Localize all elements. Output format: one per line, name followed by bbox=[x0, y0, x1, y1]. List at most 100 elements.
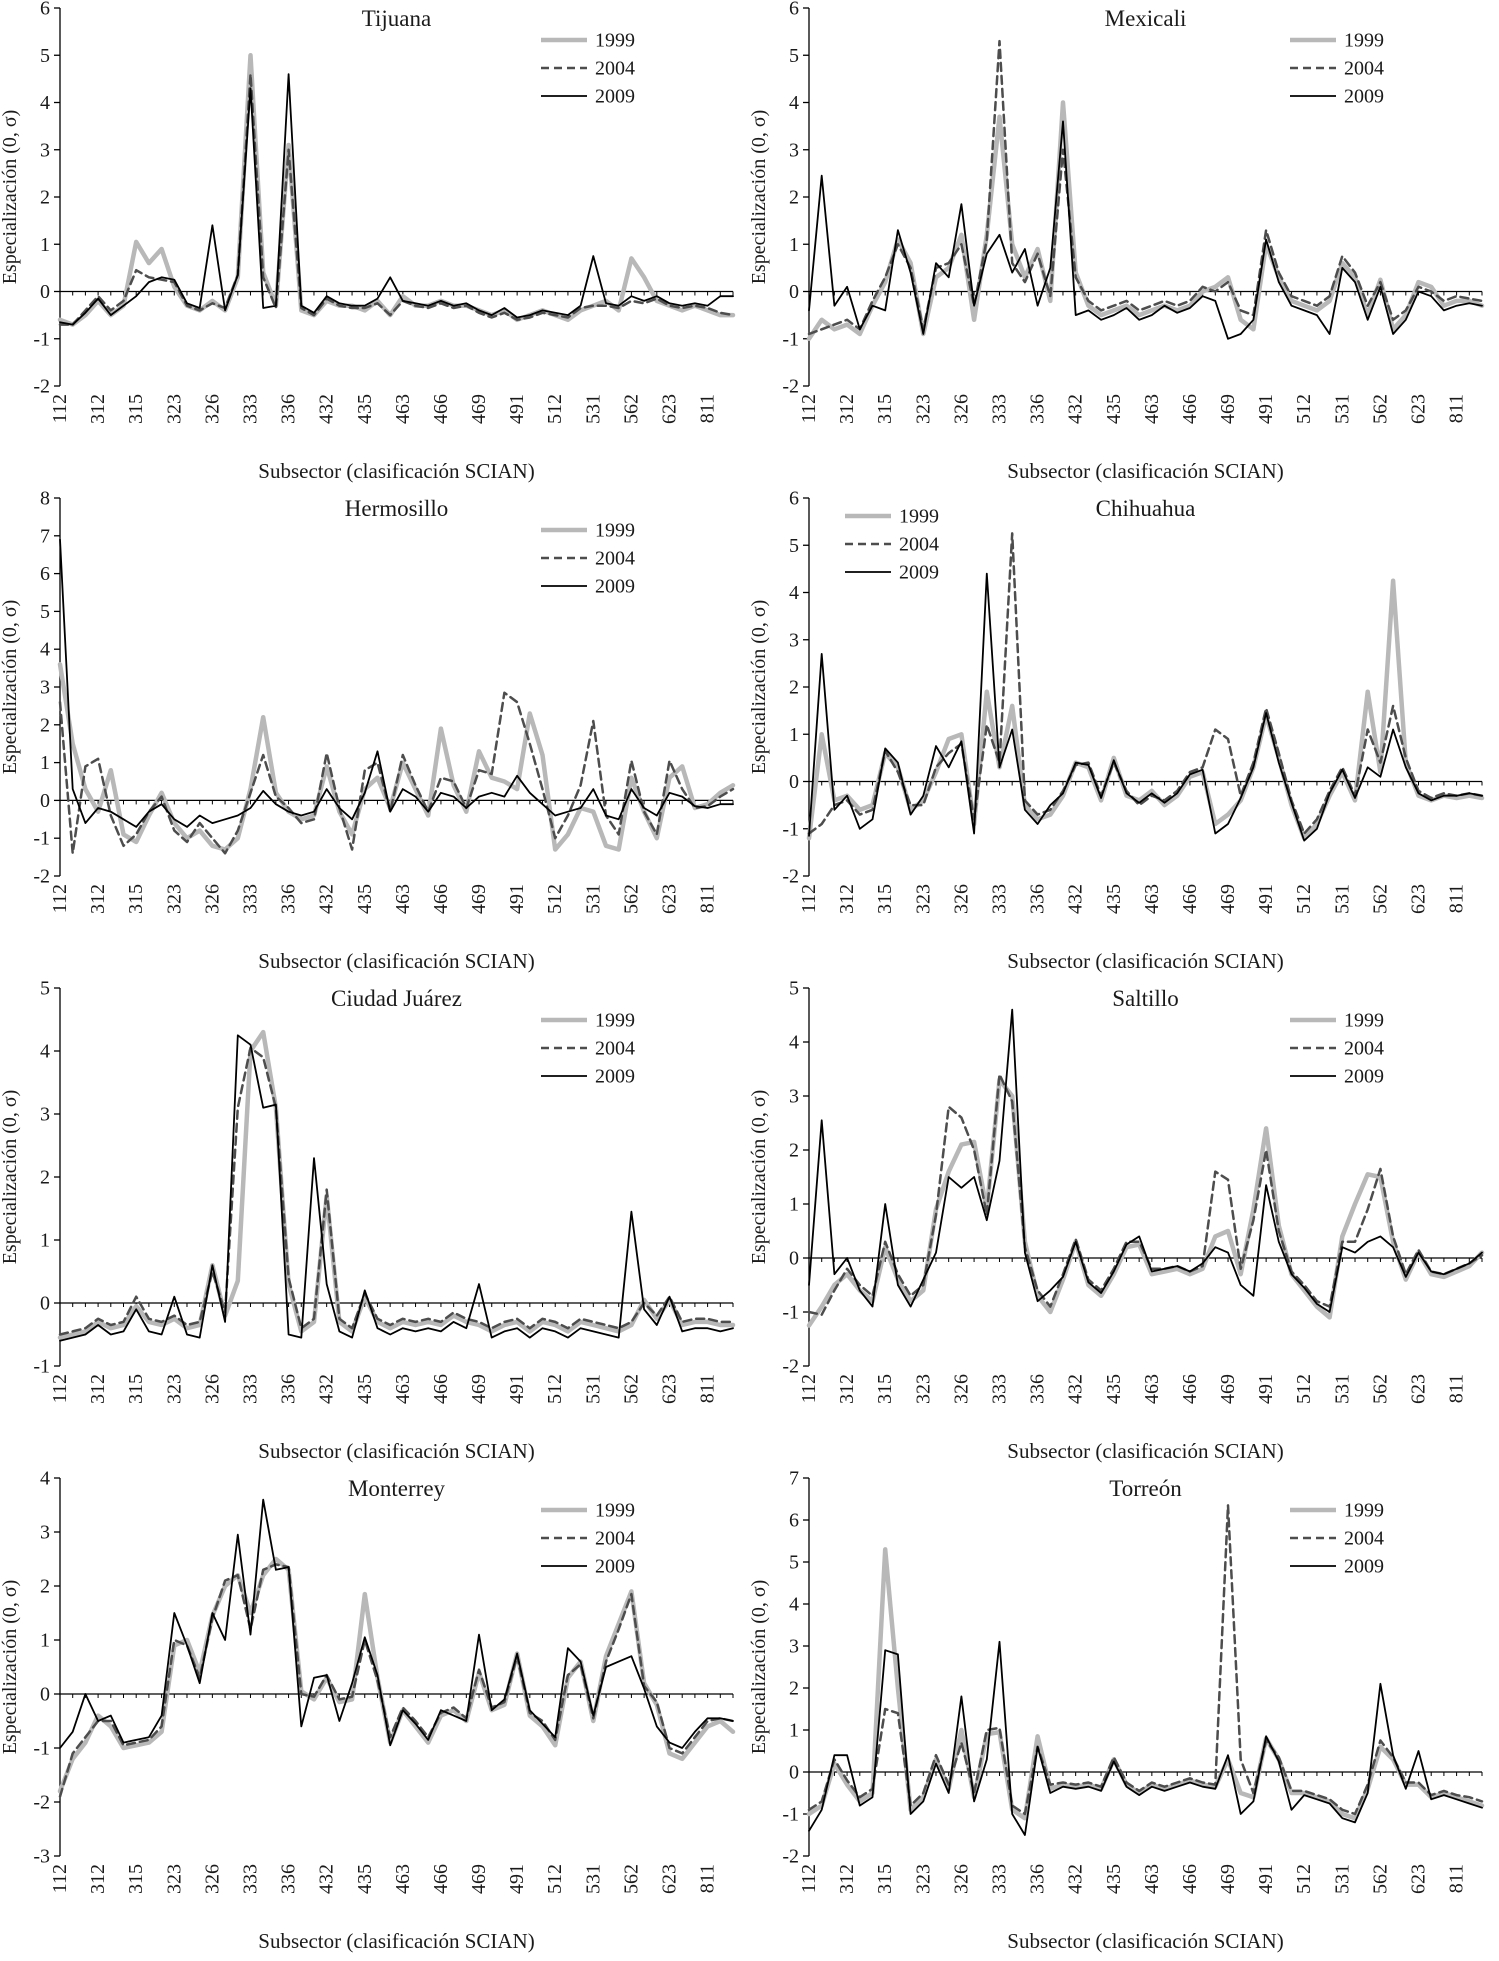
x-axis-title: Subsector (clasificación SCIAN) bbox=[258, 459, 534, 483]
x-tick-label: 326 bbox=[201, 1864, 223, 1894]
x-tick-label: 466 bbox=[430, 1374, 452, 1404]
chart-mexicali: -2 -1 0 1 2 3 4 5 6 112 312 315 323 326 333 336 432 435 46… bbox=[749, 0, 1485, 483]
y-axis-title: Especialización (0, σ) bbox=[749, 1090, 770, 1265]
y-tick-label: 2 bbox=[40, 187, 50, 209]
x-axis-title: Subsector (clasificación SCIAN) bbox=[1007, 1439, 1283, 1463]
legend-label-1999: 1999 bbox=[1344, 1500, 1384, 1522]
x-tick-label: 336 bbox=[1027, 884, 1049, 914]
legend-label-1999: 1999 bbox=[595, 1500, 635, 1522]
x-tick-label: 491 bbox=[506, 884, 528, 914]
x-tick-label: 562 bbox=[620, 394, 642, 424]
y-axis-title: Especialización (0, σ) bbox=[749, 600, 770, 775]
y-tick-label: 1 bbox=[789, 1720, 799, 1742]
x-tick-label: 623 bbox=[659, 1374, 681, 1404]
chart-cell-monterrey: -3 -2 -1 0 1 2 3 4 112 312 315 323 326 333 336 432 435 46… bbox=[0, 1470, 749, 1960]
x-tick-label: 531 bbox=[1331, 394, 1353, 424]
y-tick-label: 2 bbox=[40, 714, 50, 736]
y-tick-label: 0 bbox=[789, 1762, 799, 1784]
y-tick-label: 2 bbox=[789, 187, 799, 209]
x-tick-label: 326 bbox=[950, 1374, 972, 1404]
x-tick-label: 333 bbox=[988, 1374, 1010, 1404]
legend-label-1999: 1999 bbox=[1344, 30, 1384, 52]
y-tick-label: 4 bbox=[40, 1041, 50, 1063]
legend-label-2004: 2004 bbox=[595, 1038, 635, 1060]
x-tick-label: 312 bbox=[836, 1864, 858, 1894]
x-tick-label: 623 bbox=[1408, 394, 1430, 424]
x-tick-label: 623 bbox=[659, 1864, 681, 1894]
x-tick-label: 435 bbox=[1103, 1864, 1125, 1894]
x-tick-label: 491 bbox=[506, 394, 528, 424]
legend-label-2004: 2004 bbox=[1344, 1038, 1384, 1060]
x-tick-label: 312 bbox=[87, 394, 109, 424]
x-axis-title: Subsector (clasificación SCIAN) bbox=[1007, 1929, 1283, 1953]
y-tick-label: -1 bbox=[782, 818, 799, 840]
y-tick-label: -2 bbox=[782, 376, 799, 398]
y-tick-label: 6 bbox=[789, 1510, 799, 1532]
x-tick-label: 312 bbox=[87, 1374, 109, 1404]
legend-label-2009: 2009 bbox=[595, 86, 635, 108]
x-tick-label: 336 bbox=[1027, 394, 1049, 424]
x-tick-label: 333 bbox=[988, 1864, 1010, 1894]
series-line-2004 bbox=[58, 1046, 735, 1336]
x-tick-label: 333 bbox=[239, 1374, 261, 1404]
x-tick-label: 312 bbox=[87, 1864, 109, 1894]
legend-label-1999: 1999 bbox=[1344, 1010, 1384, 1032]
chart-title: Monterrey bbox=[348, 1476, 446, 1501]
series-line-2004 bbox=[807, 1504, 1484, 1816]
y-tick-label: -2 bbox=[33, 866, 50, 888]
y-tick-label: 1 bbox=[789, 234, 799, 256]
x-tick-label: 512 bbox=[1293, 884, 1315, 914]
legend-label-2004: 2004 bbox=[595, 58, 635, 80]
x-tick-label: 435 bbox=[1103, 1374, 1125, 1404]
y-tick-label: -2 bbox=[33, 376, 50, 398]
legend: 1999 2004 2009 bbox=[1290, 1500, 1384, 1578]
x-tick-label: 435 bbox=[1103, 394, 1125, 424]
chart-title: Torreón bbox=[1109, 1476, 1182, 1501]
y-tick-label: 0 bbox=[789, 771, 799, 793]
y-tick-label: 5 bbox=[40, 45, 50, 67]
x-tick-label: 315 bbox=[125, 1374, 147, 1404]
x-tick-label: 811 bbox=[1446, 1864, 1468, 1893]
x-tick-label: 336 bbox=[278, 1374, 300, 1404]
chart-title: Tijuana bbox=[362, 6, 431, 31]
y-tick-label: -2 bbox=[782, 1356, 799, 1378]
x-tick-label: 112 bbox=[49, 394, 71, 423]
x-tick-label: 432 bbox=[316, 1864, 338, 1894]
y-tick-label: 2 bbox=[40, 1576, 50, 1598]
chart-title: Ciudad Juárez bbox=[331, 986, 462, 1011]
x-tick-label: 469 bbox=[1217, 1864, 1239, 1894]
x-axis-title: Subsector (clasificación SCIAN) bbox=[1007, 949, 1283, 973]
chart-chihuahua: -2 -1 0 1 2 3 4 5 6 112 312 315 323 326 333 336 432 435 46… bbox=[749, 490, 1485, 973]
y-tick-label: 2 bbox=[40, 1167, 50, 1189]
x-tick-label: 326 bbox=[201, 1374, 223, 1404]
x-tick-label: 469 bbox=[468, 1374, 490, 1404]
legend: 1999 2004 2009 bbox=[1290, 30, 1384, 108]
x-tick-label: 469 bbox=[1217, 884, 1239, 914]
x-tick-label: 466 bbox=[1179, 1374, 1201, 1404]
x-tick-label: 323 bbox=[912, 1374, 934, 1404]
x-tick-label: 112 bbox=[49, 884, 71, 913]
x-tick-label: 336 bbox=[278, 394, 300, 424]
x-axis-title: Subsector (clasificación SCIAN) bbox=[258, 1439, 534, 1463]
legend-label-2004: 2004 bbox=[595, 548, 635, 570]
series-line-2009 bbox=[808, 1640, 1483, 1836]
x-tick-label: 432 bbox=[1065, 884, 1087, 914]
chart-ciudad-juarez: -1 0 1 2 3 4 5 112 312 315 323 326 333 336 432 435 463 46… bbox=[0, 980, 736, 1463]
y-tick-label: 3 bbox=[789, 1086, 799, 1108]
x-tick-label: 512 bbox=[1293, 1374, 1315, 1404]
x-tick-label: 531 bbox=[1331, 1374, 1353, 1404]
y-tick-label: 2 bbox=[789, 1140, 799, 1162]
y-tick-label: 1 bbox=[789, 724, 799, 746]
y-tick-label: -2 bbox=[33, 1792, 50, 1814]
x-tick-label: 112 bbox=[49, 1864, 71, 1893]
x-tick-label: 463 bbox=[1141, 1864, 1163, 1894]
x-tick-label: 463 bbox=[1141, 394, 1163, 424]
x-tick-label: 333 bbox=[988, 884, 1010, 914]
x-tick-label: 491 bbox=[1255, 1864, 1277, 1894]
y-tick-label: 7 bbox=[789, 1470, 799, 1490]
x-tick-label: 315 bbox=[874, 1864, 896, 1894]
x-tick-label: 333 bbox=[239, 1864, 261, 1894]
chart-title: Saltillo bbox=[1112, 986, 1178, 1011]
legend: 1999 2004 2009 bbox=[1290, 1010, 1384, 1088]
